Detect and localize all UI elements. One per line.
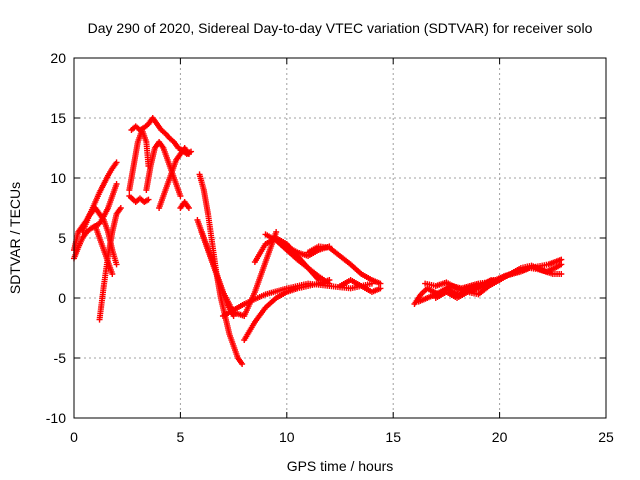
data-point-marker [185, 205, 192, 211]
data-point-marker [177, 193, 184, 199]
y-tick-label: 10 [50, 170, 66, 186]
y-tick-label: -10 [46, 410, 66, 426]
data-point-marker [326, 280, 333, 287]
chart-title: Day 290 of 2020, Sidereal Day-to-day VTE… [88, 20, 593, 36]
x-tick-label: 20 [492, 429, 508, 445]
x-tick-label: 0 [70, 429, 78, 445]
y-tick-label: 20 [50, 50, 66, 66]
data-point-marker [113, 261, 120, 268]
y-tick-label: 5 [58, 230, 66, 246]
data-point-marker [558, 271, 565, 277]
x-tick-label: 5 [177, 429, 185, 445]
y-tick-label: 0 [58, 290, 66, 306]
data-point-marker [113, 159, 120, 166]
data-point-marker [377, 285, 384, 292]
data-point-marker [558, 261, 565, 268]
y-tick-label: -5 [54, 350, 67, 366]
x-axis-label: GPS time / hours [287, 458, 394, 474]
data-point-marker [113, 181, 120, 187]
data-point-marker [109, 271, 116, 277]
data-point-marker [273, 229, 280, 235]
grid-lines [74, 58, 606, 418]
data-point-marker [239, 361, 246, 367]
data-points [71, 115, 565, 367]
data-point-marker [117, 205, 124, 211]
data-point-marker [185, 151, 192, 157]
plot-frame [73, 57, 607, 419]
x-tick-label: 25 [598, 429, 614, 445]
x-tick-label: 15 [385, 429, 401, 445]
x-tick-label: 10 [279, 429, 295, 445]
y-axis-label: SDTVAR / TECUs [7, 182, 23, 294]
data-point-marker [145, 196, 152, 203]
x-ticks: 0 5 10 15 20 25 [70, 58, 614, 445]
y-tick-label: 15 [50, 110, 66, 126]
data-point-marker [496, 277, 503, 283]
